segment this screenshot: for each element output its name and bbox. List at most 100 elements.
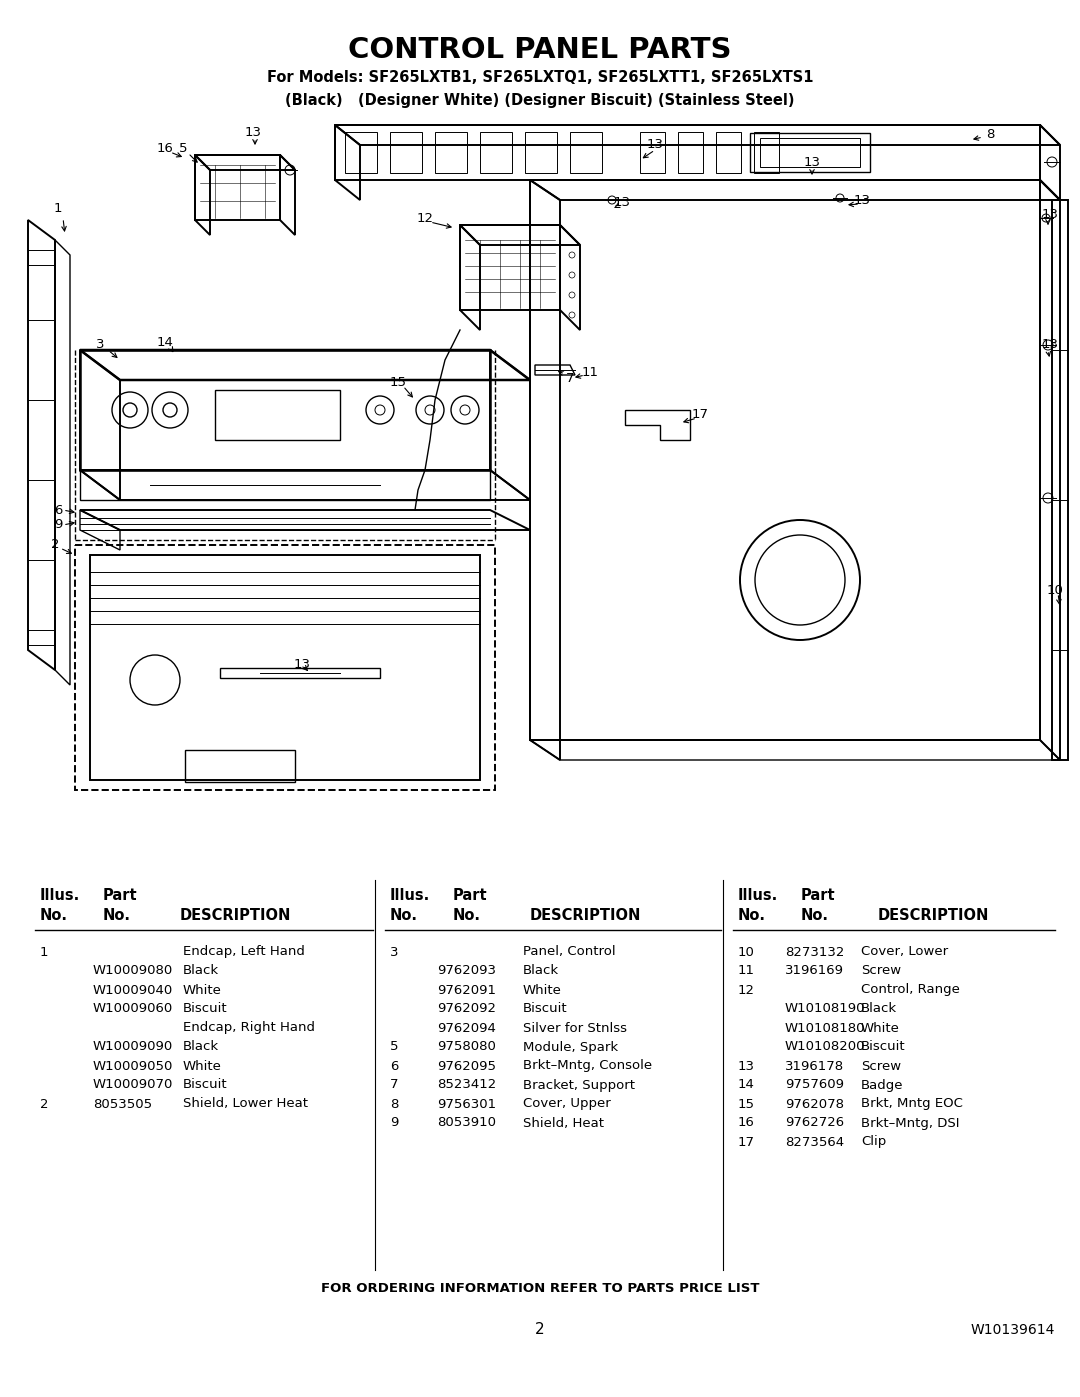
Text: 6: 6 [54,503,63,517]
Text: W10139614: W10139614 [971,1323,1055,1337]
Text: 9762078: 9762078 [785,1098,843,1111]
Text: 9762092: 9762092 [437,1003,496,1016]
Text: 7: 7 [566,372,575,384]
Text: Cover, Lower: Cover, Lower [861,946,948,958]
Text: 9762094: 9762094 [437,1021,496,1035]
Text: 17: 17 [738,1136,755,1148]
Text: 13: 13 [1041,338,1058,352]
Text: No.: No. [738,908,766,923]
Text: 8053505: 8053505 [93,1098,152,1111]
Text: 12: 12 [417,211,433,225]
Text: 13: 13 [738,1059,755,1073]
Text: Black: Black [523,964,559,978]
Text: DESCRIPTION: DESCRIPTION [530,908,642,923]
Text: Black: Black [183,964,219,978]
Text: White: White [183,983,221,996]
Text: 13: 13 [244,127,261,140]
Text: 9: 9 [54,518,63,531]
Text: No.: No. [40,908,68,923]
Text: Black: Black [861,1003,897,1016]
Text: DESCRIPTION: DESCRIPTION [180,908,292,923]
Text: W10009060: W10009060 [93,1003,173,1016]
Text: Biscuit: Biscuit [183,1003,228,1016]
Text: DESCRIPTION: DESCRIPTION [878,908,989,923]
Text: FOR ORDERING INFORMATION REFER TO PARTS PRICE LIST: FOR ORDERING INFORMATION REFER TO PARTS … [321,1281,759,1295]
Text: 2: 2 [40,1098,49,1111]
Text: 14: 14 [157,335,174,348]
Text: 13: 13 [613,196,631,208]
Text: 7: 7 [390,1078,399,1091]
Text: Badge: Badge [861,1078,904,1091]
Text: 17: 17 [691,408,708,422]
Text: 1: 1 [40,946,49,958]
Text: 11: 11 [581,366,598,379]
Text: Screw: Screw [861,1059,901,1073]
Text: 12: 12 [738,983,755,996]
Text: 9757609: 9757609 [785,1078,843,1091]
Text: Brkt, Mntg EOC: Brkt, Mntg EOC [861,1098,963,1111]
Text: Shield, Lower Heat: Shield, Lower Heat [183,1098,308,1111]
Text: No.: No. [453,908,481,923]
Text: Panel, Control: Panel, Control [523,946,616,958]
Text: 1: 1 [54,201,63,215]
Text: 9762093: 9762093 [437,964,496,978]
Text: CONTROL PANEL PARTS: CONTROL PANEL PARTS [348,36,732,64]
Text: 8273132: 8273132 [785,946,845,958]
Text: Cover, Upper: Cover, Upper [523,1098,611,1111]
Text: White: White [183,1059,221,1073]
Text: 2: 2 [536,1323,544,1337]
Text: 8: 8 [390,1098,399,1111]
Text: White: White [523,983,562,996]
Text: 16: 16 [738,1116,755,1130]
Text: Illus.: Illus. [40,887,80,902]
Text: No.: No. [801,908,829,923]
Text: 3: 3 [96,338,105,352]
Text: 8523412: 8523412 [437,1078,496,1091]
Text: W10009050: W10009050 [93,1059,174,1073]
Text: Part: Part [801,887,836,902]
Text: No.: No. [390,908,418,923]
Text: 9762095: 9762095 [437,1059,496,1073]
Text: Endcap, Left Hand: Endcap, Left Hand [183,946,305,958]
Text: W10009070: W10009070 [93,1078,174,1091]
Text: 15: 15 [390,376,406,388]
Text: 10: 10 [738,946,755,958]
Text: 3196178: 3196178 [785,1059,845,1073]
Text: For Models: SF265LXTB1, SF265LXTQ1, SF265LXTT1, SF265LXTS1: For Models: SF265LXTB1, SF265LXTQ1, SF26… [267,70,813,85]
Text: 9762091: 9762091 [437,983,496,996]
Text: 15: 15 [738,1098,755,1111]
Text: Endcap, Right Hand: Endcap, Right Hand [183,1021,315,1035]
Text: 6: 6 [390,1059,399,1073]
Text: W10009040: W10009040 [93,983,173,996]
Text: 13: 13 [294,658,311,672]
Text: 2: 2 [51,538,59,552]
Text: 16: 16 [157,141,174,155]
Text: Shield, Heat: Shield, Heat [523,1116,604,1130]
Text: 13: 13 [804,156,821,169]
Text: Biscuit: Biscuit [861,1041,906,1053]
Text: Part: Part [103,887,137,902]
Text: 3196169: 3196169 [785,964,843,978]
Text: 8053910: 8053910 [437,1116,496,1130]
Text: Black: Black [183,1041,219,1053]
Text: Clip: Clip [861,1136,887,1148]
Text: 3: 3 [390,946,399,958]
Text: No.: No. [103,908,131,923]
Text: 5: 5 [390,1041,399,1053]
Text: 8: 8 [986,129,995,141]
Text: 9: 9 [390,1116,399,1130]
Text: 14: 14 [738,1078,755,1091]
Text: Bracket, Support: Bracket, Support [523,1078,635,1091]
Text: 9758080: 9758080 [437,1041,496,1053]
Text: 8273564: 8273564 [785,1136,845,1148]
Text: Part: Part [453,887,488,902]
Text: (Black)   (Designer White) (Designer Biscuit) (Stainless Steel): (Black) (Designer White) (Designer Biscu… [285,92,795,108]
Text: 13: 13 [1041,208,1058,222]
Text: Silver for Stnlss: Silver for Stnlss [523,1021,627,1035]
Text: 11: 11 [738,964,755,978]
Text: 10: 10 [1047,584,1064,597]
Text: W10009080: W10009080 [93,964,173,978]
Text: Illus.: Illus. [738,887,779,902]
Text: 9762726: 9762726 [785,1116,845,1130]
Text: W10009090: W10009090 [93,1041,173,1053]
